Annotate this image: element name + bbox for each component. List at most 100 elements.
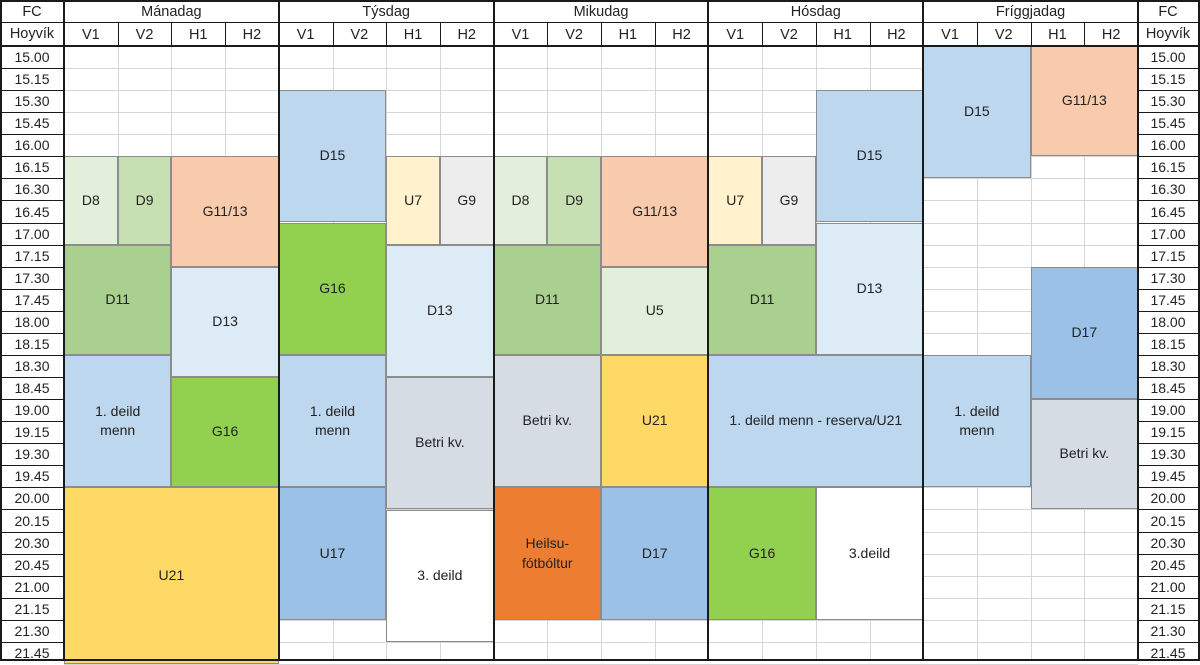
frame-top xyxy=(0,0,1200,2)
field-header: H1 xyxy=(1048,26,1067,43)
time-row-line-right xyxy=(1138,509,1200,510)
schedule-block: U7 xyxy=(386,156,440,245)
schedule-block: U17 xyxy=(278,487,387,620)
time-label-left: 15.15 xyxy=(14,71,50,88)
time-row-line-left xyxy=(0,112,64,113)
time-row-line-left xyxy=(0,156,64,157)
day-separator xyxy=(1137,0,1139,661)
corner-right-top: FC xyxy=(1158,4,1178,20)
time-row-line-left xyxy=(0,68,64,69)
time-row-line-left xyxy=(0,245,64,246)
field-separator xyxy=(762,23,763,46)
schedule-block: G11/13 xyxy=(601,156,709,267)
schedule-block: G16 xyxy=(278,222,387,355)
header-divider xyxy=(0,22,1200,23)
time-label-right: 15.00 xyxy=(1150,49,1186,66)
schedule-block: D15 xyxy=(815,90,924,223)
field-header: V2 xyxy=(780,26,798,43)
time-label-right: 17.15 xyxy=(1150,247,1186,264)
time-row-line-left xyxy=(0,355,64,356)
time-label-left: 19.15 xyxy=(14,424,50,441)
day-separator xyxy=(63,0,65,661)
time-row-line-right xyxy=(1138,311,1200,312)
time-label-left: 16.30 xyxy=(14,181,50,198)
field-separator xyxy=(870,23,871,46)
time-label-left: 21.30 xyxy=(14,622,50,639)
time-row-line-right xyxy=(1138,620,1200,621)
time-row-line-right xyxy=(1138,112,1200,113)
schedule-block: 3.deild xyxy=(815,487,924,620)
time-label-right: 17.45 xyxy=(1150,291,1186,308)
day-header: Hósdag xyxy=(790,4,841,20)
day-separator xyxy=(278,0,280,661)
field-separator xyxy=(386,23,387,46)
time-label-right: 16.00 xyxy=(1150,137,1186,154)
frame-left xyxy=(0,0,2,661)
time-label-right: 21.30 xyxy=(1150,622,1186,639)
schedule-block: D13 xyxy=(171,266,279,377)
day-separator xyxy=(707,0,709,661)
field-header: H1 xyxy=(833,26,852,43)
time-row-line-right xyxy=(1138,554,1200,555)
day-separator xyxy=(922,0,924,661)
schedule-block: 1. deild menn xyxy=(64,355,172,488)
field-separator xyxy=(333,23,334,46)
time-label-right: 16.45 xyxy=(1150,203,1186,220)
time-label-right: 19.00 xyxy=(1150,402,1186,419)
field-separator xyxy=(816,23,817,46)
schedule-block: G16 xyxy=(708,487,816,620)
schedule-block: 1. deild menn xyxy=(923,355,1031,488)
time-label-right: 16.30 xyxy=(1150,181,1186,198)
time-label-left: 18.15 xyxy=(14,335,50,352)
time-label-left: 21.45 xyxy=(14,644,50,661)
field-separator xyxy=(601,23,602,46)
time-label-left: 15.45 xyxy=(14,115,50,132)
time-row-line-left xyxy=(0,576,64,577)
time-label-left: 20.30 xyxy=(14,534,50,551)
time-label-right: 15.30 xyxy=(1150,93,1186,110)
time-label-right: 16.15 xyxy=(1150,159,1186,176)
time-label-right: 18.30 xyxy=(1150,358,1186,374)
time-label-right: 18.45 xyxy=(1150,380,1186,397)
time-label-left: 17.45 xyxy=(14,291,50,308)
time-row-line-right xyxy=(1138,642,1200,643)
time-label-left: 20.45 xyxy=(14,556,50,573)
time-row-line-right xyxy=(1138,487,1200,488)
field-header: H2 xyxy=(1101,26,1121,43)
time-label-left: 20.00 xyxy=(14,490,50,507)
schedule-block: D17 xyxy=(601,487,709,620)
frame-bottom xyxy=(0,659,1200,661)
schedule-block: D13 xyxy=(815,222,924,355)
time-label-right: 19.15 xyxy=(1150,424,1186,441)
time-label-left: 21.15 xyxy=(14,600,50,617)
schedule-block: U7 xyxy=(708,156,763,245)
field-header: H1 xyxy=(618,26,638,43)
time-label-left: 17.30 xyxy=(14,269,50,286)
time-label-left: 18.30 xyxy=(14,358,50,374)
schedule-block: U21 xyxy=(601,355,709,488)
time-row-line-right xyxy=(1138,377,1200,378)
time-row-line-left xyxy=(0,333,64,334)
time-row-line-right xyxy=(1138,90,1200,91)
time-row-line-left xyxy=(0,598,64,599)
time-row-line-right xyxy=(1138,178,1200,179)
schedule-block: D17 xyxy=(1030,266,1138,400)
time-label-left: 16.45 xyxy=(14,203,50,220)
time-label-left: 20.15 xyxy=(14,512,50,529)
time-row-line-left xyxy=(0,465,64,466)
field-separator xyxy=(655,23,656,46)
time-label-right: 15.15 xyxy=(1150,71,1186,88)
time-row-line-right xyxy=(1138,333,1200,334)
time-row-line-right xyxy=(1138,200,1200,201)
time-label-right: 20.15 xyxy=(1150,512,1186,529)
time-row-line-left xyxy=(0,289,64,290)
schedule-block: D8 xyxy=(493,156,548,245)
schedule-block: G9 xyxy=(762,156,816,245)
schedule-block: D9 xyxy=(547,156,601,245)
time-label-right: 18.15 xyxy=(1150,335,1186,352)
frame-right xyxy=(1198,0,1200,661)
time-row-line-right xyxy=(1138,421,1200,422)
field-header: V1 xyxy=(511,26,530,43)
col-gridline xyxy=(977,46,978,661)
field-header: V1 xyxy=(941,26,959,43)
